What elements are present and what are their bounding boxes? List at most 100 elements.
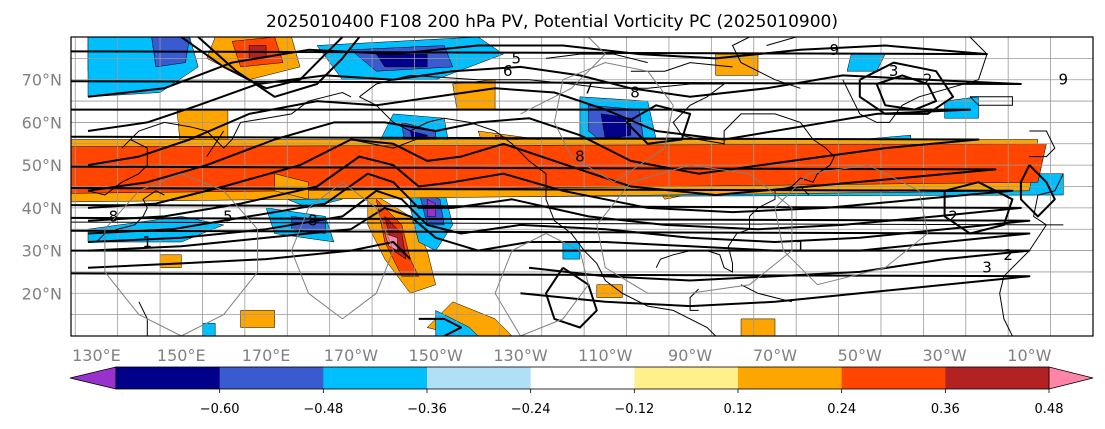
longitude-label: 50°W: [838, 346, 882, 365]
colorbar-tick-label: 0.12: [724, 402, 753, 417]
contour-label: 1: [796, 237, 806, 255]
colorbar: −0.60 −0.48 −0.36 −0.24 −0.12 0.12 0.24 0.36 0.4…: [69, 366, 1094, 417]
contour-label: 9: [1059, 71, 1069, 89]
coastline: [350, 134, 428, 149]
contour-label: 8: [109, 207, 119, 225]
pv-contour: [71, 155, 1014, 222]
map-frame: [70, 36, 1094, 337]
anomaly-contour: [104, 173, 259, 336]
colorbar-tick-label: 0.36: [931, 402, 960, 417]
pv-shade-region: [740, 318, 776, 336]
pv-shade-region: [240, 310, 275, 328]
longitude-label: 170°W: [324, 346, 379, 365]
latitude-label: 70°N: [22, 71, 62, 90]
coastline: [689, 288, 699, 311]
pv-contour: [71, 249, 1031, 282]
colorbar-extend-low: [69, 366, 117, 390]
coastline: [87, 91, 352, 196]
colorbar-tick-label: −0.48: [303, 402, 343, 417]
pv-shade-region: [375, 53, 428, 68]
coastline: [359, 74, 835, 273]
pv-shade-region: [159, 254, 182, 268]
longitude-label: 70°W: [753, 346, 797, 365]
colorbar-swatch: [427, 367, 532, 389]
contour-label: 8: [308, 212, 318, 230]
longitude-labels: 130°E 150°E 170°E 170°W 150°W 130°W 110°W 90°W 7…: [72, 346, 1052, 365]
pv-contour-layer: [71, 37, 1056, 336]
longitude-label: 170°E: [242, 346, 291, 365]
coastline: [71, 173, 1064, 226]
contour-label: 2: [948, 207, 958, 225]
pv-contour: [87, 241, 412, 269]
latitude-label: 20°N: [22, 284, 62, 303]
pv-contour: [71, 172, 1022, 235]
colorbar-tick-label: −0.36: [407, 402, 447, 417]
longitude-label: 150°E: [157, 346, 206, 365]
longitude-label: 130°E: [72, 346, 121, 365]
longitude-label: 90°W: [668, 346, 712, 365]
latitude-labels: 70°N 60°N 50°N 40°N 30°N 20°N: [22, 71, 62, 304]
figure-title: 2025010400 F108 200 hPa PV, Potential Vo…: [266, 12, 838, 32]
coastline: [545, 53, 648, 64]
colorbar-swatch: [530, 367, 635, 389]
colorbar-swatch: [738, 367, 843, 389]
pv-contour: [71, 117, 980, 192]
pv-contour: [197, 37, 361, 98]
pv-shade-region: [944, 96, 979, 119]
longitude-label: 150°W: [409, 346, 464, 365]
contour-label: 5: [511, 49, 521, 67]
colorbar-tick-label: 0.24: [827, 402, 856, 417]
pv-contour: [71, 87, 971, 167]
pv-contour: [71, 189, 1031, 243]
pv-contour: [71, 138, 997, 209]
contour-label: 2: [1003, 246, 1013, 264]
latitude-label: 50°N: [22, 156, 62, 175]
coastline: [969, 96, 1013, 106]
colorbar-tick-label: −0.24: [511, 402, 551, 417]
anomaly-contour: [596, 164, 793, 294]
coastline-layer: [71, 37, 1064, 336]
colorbar-swatch: [116, 367, 221, 389]
anomaly-contour: [291, 181, 394, 320]
colorbar-frame: [115, 366, 1050, 390]
anomaly-contour: [774, 164, 929, 286]
colorbar-tick-label: −0.60: [200, 402, 240, 417]
coastline: [766, 37, 798, 46]
longitude-label: 30°W: [922, 346, 966, 365]
contour-label: 9: [830, 41, 840, 59]
colorbar-swatch: [219, 367, 324, 389]
pv-contour: [71, 272, 1031, 308]
pv-contour: [1019, 164, 1056, 218]
coastline: [999, 224, 1047, 336]
coastline: [359, 96, 716, 336]
colorbar-swatch: [323, 367, 428, 389]
pv-contour: [858, 61, 955, 115]
latitude-label: 40°N: [22, 199, 62, 218]
colorbar-tick-label: −0.12: [614, 402, 654, 417]
pv-contour: [71, 206, 1031, 252]
pv-shade-region: [202, 322, 216, 336]
coastline: [1029, 130, 1056, 158]
pv-contour: [418, 317, 463, 336]
latitude-label: 60°N: [22, 113, 62, 132]
contour-label: 6: [503, 62, 513, 80]
anomaly-contour: [494, 233, 589, 336]
pv-contour: [625, 104, 692, 145]
latitude-label: 30°N: [22, 242, 62, 261]
longitude-label: 130°W: [493, 346, 548, 365]
pv-contour: [180, 37, 344, 90]
contour-label: 8: [575, 148, 585, 166]
pv-contour: [71, 65, 1022, 132]
colorbar-swatch: [841, 367, 946, 389]
colorbar-extend-high: [1048, 366, 1094, 390]
colorbar-swatch: [634, 367, 739, 389]
longitude-label: 110°W: [578, 346, 633, 365]
colorbar-swatch: [945, 367, 1050, 389]
contour-label: 7: [584, 79, 594, 97]
pv-shade-region: [452, 79, 496, 110]
contour-label: 1: [143, 233, 153, 251]
pv-shade-region: [596, 284, 623, 298]
anomaly-contour: [520, 37, 606, 115]
